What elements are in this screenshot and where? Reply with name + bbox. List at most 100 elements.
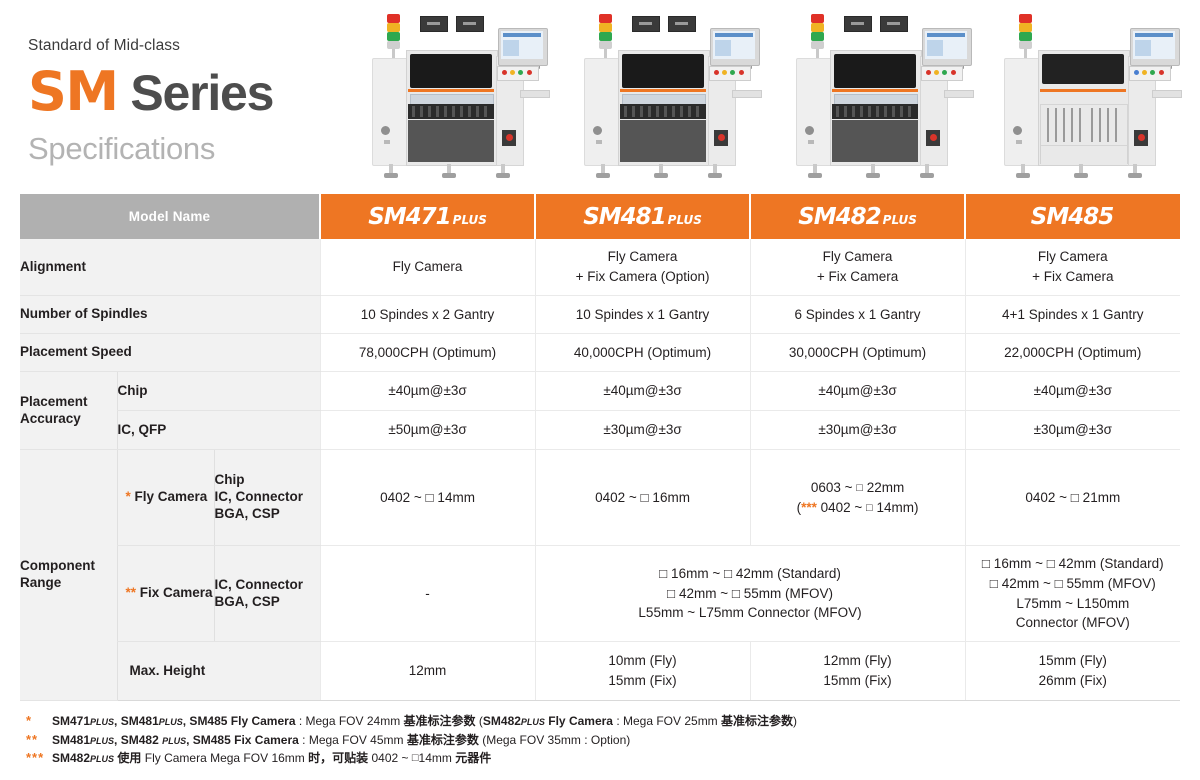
machine-tray [520, 90, 550, 98]
cell-alignment-sm471: Fly Camera [319, 239, 536, 296]
cell-speed-sm481: 40,000CPH (Optimum) [534, 333, 751, 372]
cell-spindles-sm481: 10 Spindes x 1 Gantry [534, 295, 751, 334]
footnote-text: SM471PLUS, SM481PLUS, SM485 Fly Camera :… [52, 714, 798, 728]
footnote-text: SM481PLUS, SM482 PLUS, SM485 Fix Camera … [52, 732, 631, 747]
model-header-sm485: SM485 [964, 194, 1181, 239]
model-suffix: PLUS [667, 212, 702, 227]
machine-knob-secondary [596, 140, 602, 144]
machine-drawer-left [632, 16, 660, 32]
machine-photo-sm481 [562, 4, 762, 182]
machine-knob-secondary [384, 140, 390, 144]
footnotes: * SM471PLUS, SM481PLUS, SM485 Fly Camera… [26, 712, 1186, 768]
title-series: Series [117, 64, 274, 121]
machine-nozzle-bank [1040, 104, 1128, 146]
cell-spindles-sm485: 4+1 Spindes x 1 Gantry [964, 295, 1181, 334]
cell-alignment-sm481: Fly Camera + Fix Camera (Option) [534, 239, 751, 296]
machine-left-cabinet [1004, 58, 1042, 166]
machine-tray [1152, 90, 1182, 98]
row-label-fix-types: IC, Connector BGA, CSP [213, 545, 321, 642]
cell-speed-sm471: 78,000CPH (Optimum) [319, 333, 536, 372]
tower-light-green-icon [811, 32, 824, 41]
machine-feeder-bank [408, 104, 494, 119]
machine-screen [501, 31, 543, 59]
machine-window [622, 54, 704, 88]
cell-accuracy-chip-sm482: ±40µm@±3σ [749, 371, 966, 411]
machine-foot [384, 164, 398, 178]
footnote-marker: * [26, 713, 33, 728]
tower-light-base-icon [599, 41, 612, 49]
machine-foot [866, 164, 880, 178]
brand-block: Standard of Mid-class SM Series Specific… [28, 38, 328, 164]
cell-accuracy-icqfp-sm482: ±30µm@±3σ [749, 410, 966, 450]
machine-accent-stripe [408, 89, 494, 92]
machine-knob [805, 126, 814, 135]
machine-photo-sm471 [350, 4, 550, 182]
row-label-fly-camera: * Fly Camera [116, 449, 214, 546]
row-label-placement-accuracy: Placement Accuracy [20, 371, 117, 450]
machine-knob [1013, 126, 1022, 135]
cell-max-height-sm481: 10mm (Fly) 15mm (Fix) [534, 641, 751, 701]
tower-light-base-icon [387, 41, 400, 49]
machine-knob [593, 126, 602, 135]
tower-light-base-icon [811, 41, 824, 49]
footnote-marker-double: ** [125, 585, 137, 601]
machine-emergency-stop [502, 130, 516, 146]
machine-foot [442, 164, 456, 178]
machine-lower-body [832, 120, 918, 162]
cell-speed-sm485: 22,000CPH (Optimum) [964, 333, 1181, 372]
footnote-2: ** SM481PLUS, SM482 PLUS, SM485 Fix Came… [26, 731, 1186, 750]
machine-tray [944, 90, 974, 98]
cell-fix-range-sm485: □ 16mm ~ □ 42mm (Standard) □ 42mm ~ □ 55… [964, 545, 1181, 642]
page-subtitle: Specifications [28, 130, 216, 166]
tower-light-red-icon [811, 14, 824, 23]
row-label-component-range: Component Range [20, 449, 117, 701]
tower-light-red-icon [599, 14, 612, 23]
machine-emergency-stop [1134, 130, 1148, 146]
cell-speed-sm482: 30,000CPH (Optimum) [749, 333, 966, 372]
machine-knob-secondary [808, 140, 814, 144]
fly-camera-label: Fly Camera [134, 489, 208, 505]
machine-knob [381, 126, 390, 135]
table-row-placement-speed: Placement Speed 78,000CPH (Optimum) 40,0… [20, 333, 1181, 372]
machine-window [1042, 54, 1124, 84]
machine-lower-body [408, 120, 494, 162]
machine-accent-stripe [620, 89, 706, 92]
tower-light-base-icon [1019, 41, 1032, 49]
table-row-accuracy-chip: Placement Accuracy Chip ±40µm@±3σ ±40µm@… [20, 371, 1181, 450]
row-label-placement-speed: Placement Speed [20, 333, 321, 372]
machine-foot [496, 164, 510, 178]
row-label-fly-types: Chip IC, Connector BGA, CSP [213, 449, 321, 546]
title-sm: SM [28, 59, 119, 123]
tower-light-yellow-icon [599, 23, 612, 32]
machine-knob-secondary [1016, 140, 1022, 144]
cell-fly-range-sm482: 0603 ~ □ 22mm (*** 0402 ~ □ 14mm) [749, 449, 966, 546]
model-name: SM485 [1030, 203, 1114, 230]
table-row-accuracy-icqfp: IC, QFP ±50µm@±3σ ±30µm@±3σ ±30µm@±3σ ±3… [20, 410, 1181, 450]
machine-feeder-bank [620, 104, 706, 119]
machine-screen [1133, 31, 1175, 59]
specifications-table: Model Name SM471 PLUS SM481 PLUS SM482 PLUS… [20, 194, 1181, 701]
cell-accuracy-icqfp-sm485: ±30µm@±3σ [964, 410, 1181, 450]
machine-window [834, 54, 916, 88]
machine-accent-stripe [1040, 89, 1126, 92]
machine-emergency-stop [714, 130, 728, 146]
machine-caster [1016, 164, 1030, 178]
model-suffix: PLUS [452, 212, 487, 227]
cell-fly-range-sm481: 0402 ~ □ 16mm [534, 449, 751, 546]
machine-lower-body [620, 120, 706, 162]
footnote-3: *** SM482PLUS 使用 Fly Camera Mega FOV 16m… [26, 749, 1186, 768]
machine-foot [654, 164, 668, 178]
machine-control-panel [497, 66, 539, 81]
machine-foot [596, 164, 610, 178]
model-header-sm482: SM482 PLUS [749, 194, 966, 239]
model-header-sm481: SM481 PLUS [534, 194, 751, 239]
footnote-1: * SM471PLUS, SM481PLUS, SM485 Fly Camera… [26, 712, 1186, 731]
row-label-fix-camera: ** Fix Camera [116, 545, 214, 642]
row-label-accuracy-icqfp: IC, QFP [116, 410, 321, 450]
table-row-max-height: Max. Height 12mm 10mm (Fly) 15mm (Fix) 1… [20, 641, 1181, 701]
cell-accuracy-chip-sm471: ±40µm@±3σ [319, 371, 536, 411]
machine-accent-stripe [832, 89, 918, 92]
cell-max-height-sm471: 12mm [319, 641, 536, 701]
machine-foot [808, 164, 822, 178]
tower-light-green-icon [599, 32, 612, 41]
